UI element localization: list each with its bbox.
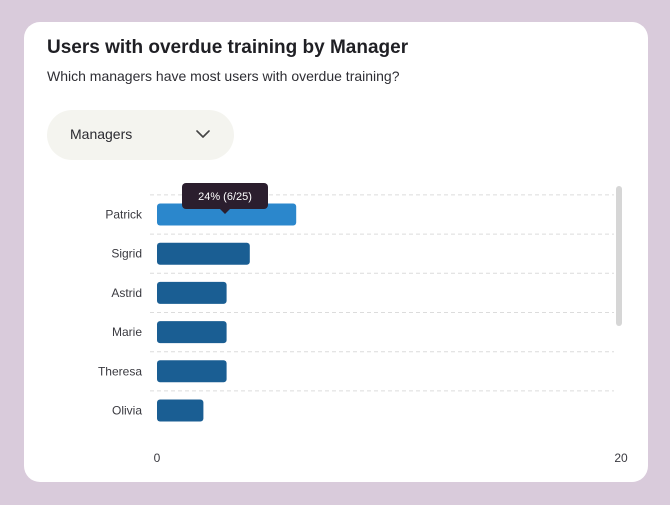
bar-marie[interactable]: [157, 321, 227, 344]
category-label: Theresa: [98, 364, 142, 378]
dropdown-selected-value: Managers: [70, 126, 133, 142]
managers-dropdown[interactable]: Managers: [47, 110, 234, 160]
bar-chart: Patrick Sigrid Astrid Marie Theresa Olivia 0 20…: [98, 183, 628, 465]
chevron-down-icon: [196, 130, 210, 138]
bar-astrid[interactable]: [157, 281, 227, 304]
category-label: Patrick: [105, 208, 143, 222]
category-label: Astrid: [111, 286, 142, 300]
category-label: Olivia: [112, 404, 142, 418]
category-label: Marie: [112, 325, 142, 339]
bar-sigrid[interactable]: [157, 242, 250, 265]
tooltip-arrow: [220, 209, 230, 214]
chart-subtitle: Which managers have most users with over…: [47, 68, 400, 84]
bar-tooltip: 24% (6/25): [182, 183, 268, 214]
chart-scrollbar[interactable]: [616, 186, 622, 326]
x-tick-label: 20: [614, 451, 628, 465]
chart-title: Users with overdue training by Manager: [47, 37, 409, 58]
tooltip-text: 24% (6/25): [198, 191, 252, 203]
x-tick-label: 0: [154, 451, 161, 465]
bar-olivia[interactable]: [157, 399, 204, 422]
chart-card: Users with overdue training by Manager W…: [24, 22, 648, 482]
tooltip-background: [182, 183, 268, 209]
bar-theresa[interactable]: [157, 360, 227, 383]
category-label: Sigrid: [111, 247, 142, 261]
